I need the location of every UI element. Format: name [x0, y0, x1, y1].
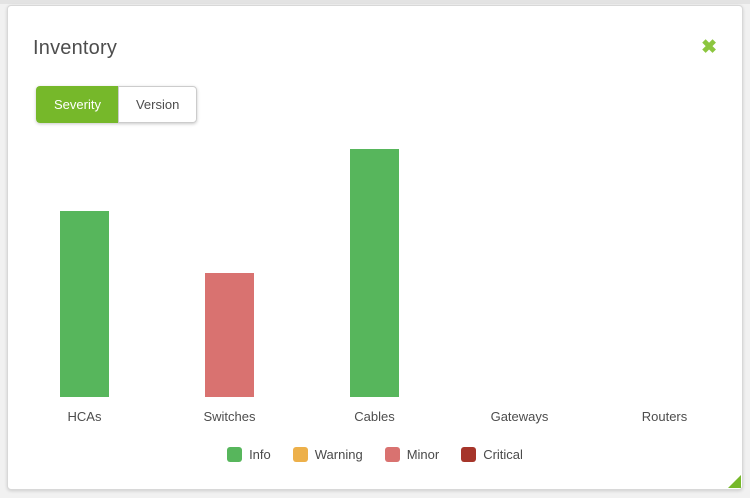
- category-label-hcas: HCAs: [67, 409, 102, 424]
- resize-handle-icon[interactable]: [728, 475, 741, 488]
- inventory-panel: Inventory ✖ Severity Version HCAs Switche…: [7, 5, 743, 490]
- legend-item-warning[interactable]: Warning: [292, 447, 363, 462]
- legend-label: Warning: [314, 447, 363, 462]
- bar-chart: [12, 149, 737, 397]
- legend-label: Info: [249, 447, 271, 462]
- category-label-switches: Switches: [203, 409, 256, 424]
- legend-item-critical[interactable]: Critical: [461, 447, 523, 462]
- legend-swatch-icon: [461, 447, 477, 462]
- category-label-routers: Routers: [641, 409, 688, 424]
- legend-item-minor[interactable]: Minor: [384, 447, 440, 462]
- category-label-cables: Cables: [354, 409, 395, 424]
- page-top-divider: [0, 0, 750, 4]
- legend-label: Minor: [406, 447, 440, 462]
- legend-swatch-icon: [227, 447, 243, 462]
- tab-version[interactable]: Version: [117, 86, 198, 123]
- page-title: Inventory: [33, 37, 118, 59]
- legend-item-info[interactable]: Info: [227, 447, 271, 462]
- legend-swatch-icon: [384, 447, 400, 462]
- legend-swatch-icon: [292, 447, 308, 462]
- chart-legend: Info Warning Minor Critical: [8, 447, 742, 462]
- tab-group: Severity Version: [36, 86, 198, 123]
- bar-switches-minor[interactable]: [205, 273, 254, 397]
- category-label-gateways: Gateways: [490, 409, 549, 424]
- tab-severity[interactable]: Severity: [36, 86, 118, 123]
- x-axis-labels: HCAs Switches Cables Gateways Routers: [12, 409, 737, 424]
- bar-hcas-info[interactable]: [60, 211, 109, 397]
- bar-cables-info[interactable]: [350, 149, 399, 397]
- close-icon[interactable]: ✖: [701, 37, 717, 58]
- legend-label: Critical: [483, 447, 523, 462]
